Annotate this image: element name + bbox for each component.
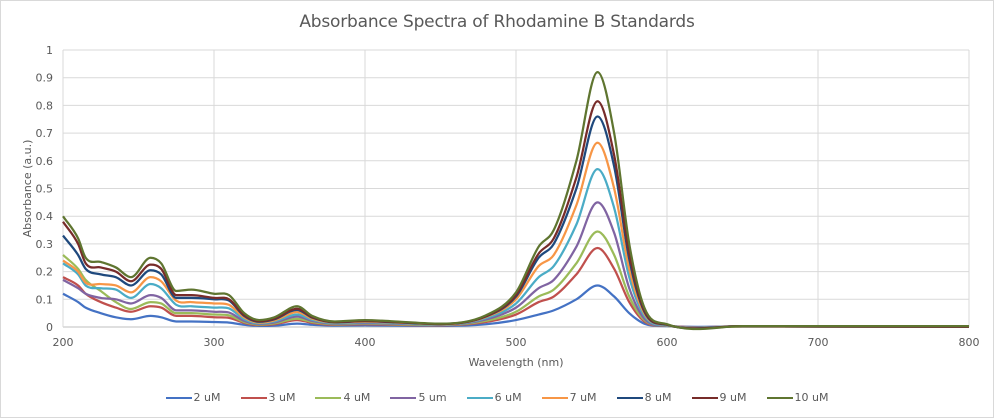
y-tick-label: 0.9 [36,72,54,85]
y-tick-label: 0 [46,321,53,334]
y-tick-label: 0.2 [36,266,54,279]
y-tick-label: 0.8 [36,99,54,112]
x-tick-label: 700 [808,336,829,349]
legend-item: 8 uM [616,391,672,404]
chart-title: Absorbance Spectra of Rhodamine B Standa… [299,12,695,32]
legend-label: 4 uM [343,391,371,404]
legend-item: 3 uM [240,391,296,404]
legend-swatch [315,396,342,399]
x-tick-labels: 200 300 400 500 600 700 800 [53,336,980,349]
legend-item: 5 um [390,391,447,404]
x-tick-label: 300 [204,336,225,349]
y-axis-label: Absorbance (a.u.) [21,140,34,238]
gridlines [62,49,970,328]
legend-swatch [691,396,718,399]
legend-swatch [766,396,793,399]
legend-swatch [240,396,267,399]
legend-item: 10 uM [766,391,829,404]
y-tick-label: 0.1 [36,293,54,306]
legend-item: 9 uM [691,391,747,404]
y-tick-label: 0.3 [36,238,54,251]
y-tick-label: 0.4 [36,210,54,223]
legend-label: 5 um [418,391,447,404]
y-tick-label: 1 [46,44,53,57]
legend-label: 10 uM [794,391,829,404]
y-tick-label: 0.5 [36,183,54,196]
y-tick-label: 0.6 [36,155,54,168]
legend-swatch [616,396,643,399]
x-tick-label: 800 [959,336,980,349]
x-axis-label: Wavelength (nm) [468,356,563,369]
legend-swatch [165,396,192,399]
legend-item: 2 uM [165,391,221,404]
x-tick-label: 200 [53,336,74,349]
legend-swatch [541,396,568,399]
series-line-10-um [62,71,970,331]
legend-label: 6 uM [494,391,522,404]
legend-item: 6 uM [466,391,522,404]
x-tick-label: 600 [657,336,678,349]
chart-legend: 2 uM 3 uM 4 uM 5 um 6 uM 7 uM 8 uM 9 uM 10 uM [0,391,994,404]
legend-label: 7 uM [569,391,597,404]
series-lines [62,71,970,331]
legend-label: 2 uM [193,391,221,404]
y-tick-labels: 0 0.1 0.2 0.3 0.4 0.5 0.6 0.7 0.8 0.9 1 [36,44,54,334]
legend-label: 3 uM [268,391,296,404]
x-tick-label: 400 [355,336,376,349]
legend-item: 4 uM [315,391,370,404]
legend-swatch [466,396,493,399]
x-tick-label: 500 [506,336,527,349]
legend-item: 7 uM [541,391,597,404]
legend-label: 8 uM [644,391,672,404]
legend-label: 9 uM [719,391,747,404]
legend-swatch [390,396,417,399]
y-tick-label: 0.7 [36,127,54,140]
